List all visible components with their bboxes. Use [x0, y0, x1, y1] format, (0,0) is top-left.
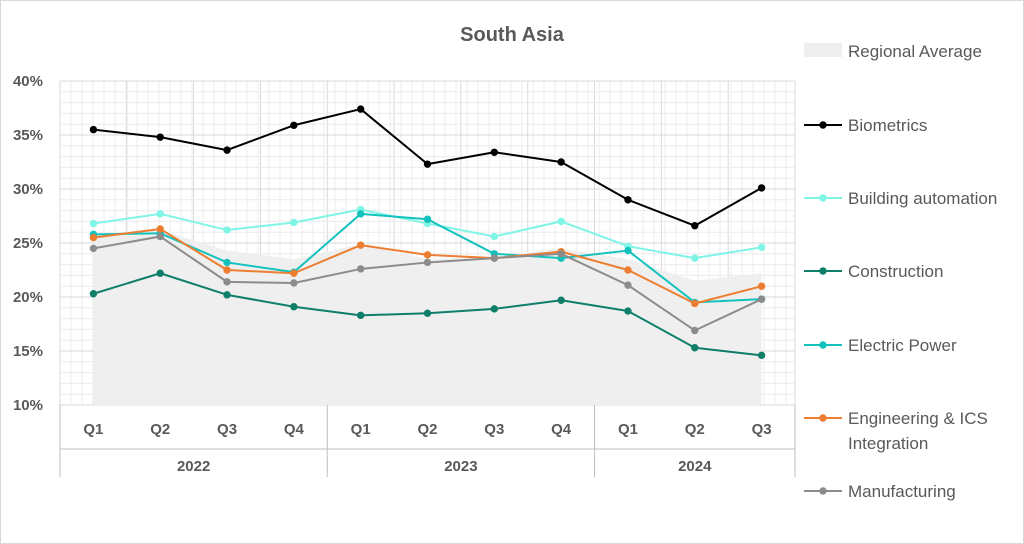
x-tick-label: Q4 [551, 421, 572, 438]
data-point [557, 217, 565, 226]
legend-label: Construction [848, 262, 943, 281]
data-point [691, 222, 699, 230]
data-point [356, 241, 365, 249]
data-point [156, 269, 164, 277]
data-point [557, 250, 565, 258]
data-point [490, 148, 499, 156]
x-tick-label: Q3 [217, 421, 237, 438]
x-year-label: 2024 [678, 458, 712, 475]
data-point [757, 282, 766, 290]
data-point [490, 254, 499, 262]
data-point [624, 281, 632, 289]
data-point [757, 351, 766, 360]
data-point [423, 258, 432, 267]
data-point [691, 299, 699, 308]
legend-swatch-marker [819, 487, 827, 495]
data-point [624, 246, 632, 255]
data-point [624, 266, 632, 274]
legend-label: Biometrics [848, 116, 927, 135]
data-point [223, 291, 231, 299]
data-point [757, 295, 766, 303]
data-point [156, 210, 164, 218]
legend-swatch-area [804, 43, 842, 57]
data-point [223, 146, 231, 154]
legend-label: Engineering & ICS [848, 409, 988, 428]
y-tick-label: 15% [13, 343, 43, 360]
data-point [223, 278, 231, 286]
x-tick-label: Q1 [351, 421, 371, 438]
data-point [757, 184, 766, 192]
data-point [356, 105, 365, 113]
data-point [156, 225, 164, 233]
legend-label: Manufacturing [848, 482, 956, 501]
x-year-label: 2023 [444, 458, 477, 475]
data-point [290, 279, 298, 287]
data-point [156, 232, 164, 241]
x-tick-label: Q2 [150, 421, 170, 438]
data-point [223, 266, 231, 274]
x-tick-label: Q2 [417, 421, 437, 438]
data-point [490, 232, 499, 241]
data-point [423, 215, 432, 223]
area-regional-average [93, 230, 762, 405]
legend-swatch-marker [819, 341, 827, 349]
x-tick-label: Q1 [83, 421, 103, 438]
y-tick-label: 40% [13, 73, 43, 90]
y-tick-label: 20% [13, 289, 43, 306]
legend: Regional Average Biometrics Building autom… [804, 42, 997, 501]
legend-swatch-marker [819, 194, 827, 202]
data-point [423, 309, 432, 317]
data-point [156, 133, 164, 141]
data-point [290, 218, 298, 227]
data-point [223, 226, 231, 234]
data-point [290, 303, 298, 311]
legend-swatch-marker [819, 121, 827, 129]
data-point [356, 210, 365, 218]
data-point [691, 326, 699, 335]
legend-label: Electric Power [848, 336, 957, 355]
series-construction [89, 269, 766, 360]
data-point [423, 160, 432, 168]
data-point [557, 296, 565, 304]
legend-label: Building automation [848, 189, 997, 208]
data-point [89, 290, 98, 298]
data-point [290, 269, 298, 277]
y-tick-label: 30% [13, 181, 43, 198]
y-tick-label: 25% [13, 235, 43, 252]
legend-swatch-marker [819, 267, 827, 275]
data-point [757, 243, 766, 252]
x-tick-label: Q4 [284, 421, 305, 438]
legend-label: Regional Average [848, 42, 982, 61]
data-point [624, 307, 632, 315]
data-point [356, 311, 365, 320]
data-point [89, 244, 98, 253]
data-point [691, 344, 699, 352]
legend-label: Integration [848, 434, 928, 453]
y-tick-label: 10% [13, 397, 43, 414]
data-point [356, 265, 365, 273]
data-point [490, 305, 499, 313]
data-point [89, 125, 98, 134]
x-year-label: 2022 [177, 458, 210, 475]
data-point [691, 254, 699, 262]
x-tick-label: Q3 [484, 421, 504, 438]
x-tick-label: Q1 [618, 421, 638, 438]
chart-title: South Asia [460, 24, 565, 46]
series-biometrics [89, 105, 766, 230]
data-point [223, 258, 231, 267]
data-point [423, 251, 432, 259]
x-tick-label: Q3 [752, 421, 772, 438]
x-axis-groups: 2022 2023 2024 [59, 405, 796, 477]
x-tick-label: Q2 [685, 421, 705, 438]
data-point [290, 121, 298, 129]
data-point [89, 233, 98, 242]
data-point [557, 158, 565, 166]
legend-swatch-marker [819, 414, 827, 422]
series-manufacturing [89, 232, 766, 335]
data-point [89, 219, 98, 228]
y-tick-label: 35% [13, 127, 43, 144]
data-point [624, 196, 632, 204]
